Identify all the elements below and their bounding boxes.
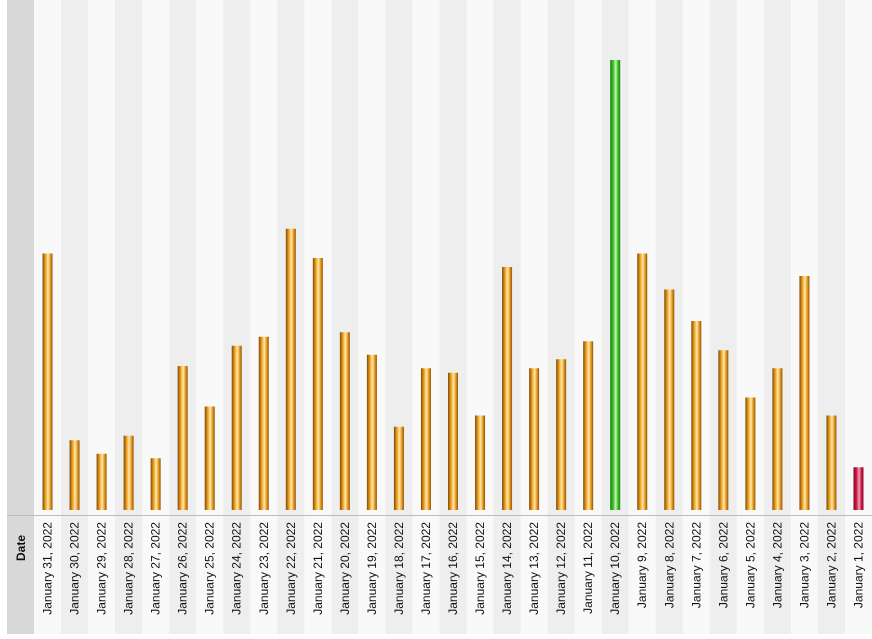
bar[interactable]	[826, 415, 837, 511]
x-tick-label: January 25, 2022	[203, 522, 217, 615]
column-band	[358, 0, 386, 634]
x-tick-label: January 21, 2022	[311, 522, 325, 615]
x-axis-title: Date	[14, 535, 28, 561]
x-tick-label: January 15, 2022	[473, 522, 487, 615]
column-band	[763, 0, 792, 634]
bar[interactable]	[745, 397, 756, 511]
bar[interactable]	[69, 440, 80, 510]
x-tick-label: January 16, 2022	[446, 522, 460, 615]
column-band	[412, 0, 440, 634]
bar[interactable]	[664, 289, 675, 511]
column-band	[466, 0, 495, 634]
bars	[42, 60, 864, 511]
x-tick-label: January 1, 2022	[851, 522, 865, 608]
x-tick-label: January 3, 2022	[797, 522, 811, 608]
bar[interactable]	[339, 332, 350, 510]
bar[interactable]	[529, 368, 540, 510]
bar[interactable]	[691, 321, 702, 510]
x-tick-label: January 4, 2022	[770, 522, 784, 608]
column-band	[574, 0, 603, 634]
bar[interactable]	[123, 435, 134, 510]
x-tick-label: January 11, 2022	[581, 522, 595, 614]
x-tick-label: January 28, 2022	[122, 522, 136, 615]
x-tick-label: January 27, 2022	[149, 522, 163, 615]
bar[interactable]	[96, 453, 107, 510]
column-band	[142, 0, 170, 634]
column-band	[844, 0, 872, 634]
bar[interactable]	[637, 253, 648, 511]
column-band	[817, 0, 846, 634]
bar[interactable]	[285, 228, 296, 510]
bar[interactable]	[366, 354, 377, 510]
column-band	[682, 0, 711, 634]
left-margin-strip	[0, 0, 7, 639]
x-tick-label: January 6, 2022	[716, 522, 730, 608]
bar[interactable]	[718, 350, 729, 510]
bar[interactable]	[150, 458, 161, 510]
bar[interactable]	[475, 415, 486, 511]
x-tick-label: January 5, 2022	[743, 522, 757, 608]
column-band	[385, 0, 413, 634]
x-tick-label: January 26, 2022	[176, 522, 190, 615]
bar[interactable]	[583, 341, 594, 510]
x-tick-label: January 31, 2022	[41, 522, 55, 615]
bar[interactable]	[556, 359, 567, 510]
column-band	[115, 0, 143, 634]
column-bands	[34, 0, 872, 634]
column-band	[520, 0, 549, 634]
column-band	[547, 0, 576, 634]
column-band	[88, 0, 116, 634]
x-tick-label: January 30, 2022	[68, 522, 82, 615]
x-tick-label: January 10, 2022	[608, 522, 622, 615]
x-tick-labels: January 31, 2022 January 30, 2022 January …	[41, 522, 866, 615]
bar[interactable]	[799, 276, 810, 510]
x-tick-label: January 29, 2022	[95, 522, 109, 615]
x-tick-label: January 19, 2022	[365, 522, 379, 615]
bar[interactable]	[610, 60, 621, 510]
bar[interactable]	[420, 368, 431, 510]
bar[interactable]	[177, 366, 188, 510]
column-band	[196, 0, 224, 634]
bar[interactable]	[42, 253, 53, 511]
column-band	[736, 0, 765, 634]
column-band	[223, 0, 251, 634]
dimension-header-cell	[7, 0, 34, 634]
bar[interactable]	[312, 258, 323, 510]
x-tick-label: January 23, 2022	[257, 522, 271, 615]
bar[interactable]	[853, 467, 864, 510]
x-tick-label: January 14, 2022	[500, 522, 514, 615]
bar[interactable]	[204, 406, 215, 511]
column-band	[61, 0, 89, 634]
x-tick-label: January 9, 2022	[635, 522, 649, 608]
x-tick-label: January 13, 2022	[527, 522, 541, 615]
x-tick-label: January 20, 2022	[338, 522, 352, 615]
x-tick-label: January 24, 2022	[230, 522, 244, 615]
x-tick-label: January 2, 2022	[824, 522, 838, 608]
column-band	[709, 0, 738, 634]
x-tick-label: January 17, 2022	[419, 522, 433, 615]
bar[interactable]	[393, 426, 404, 510]
x-tick-label: January 7, 2022	[689, 522, 703, 608]
column-band	[331, 0, 359, 634]
column-band	[439, 0, 468, 634]
bar[interactable]	[258, 336, 269, 510]
bar[interactable]	[502, 267, 513, 510]
column-band	[169, 0, 197, 634]
x-tick-label: January 22, 2022	[284, 522, 298, 615]
x-tick-label: January 8, 2022	[662, 522, 676, 608]
bar[interactable]	[448, 372, 458, 510]
x-tick-label: January 12, 2022	[554, 522, 568, 615]
bar[interactable]	[772, 368, 783, 510]
column-band	[250, 0, 278, 634]
x-tick-label: January 18, 2022	[392, 522, 406, 615]
bar[interactable]	[231, 345, 242, 510]
